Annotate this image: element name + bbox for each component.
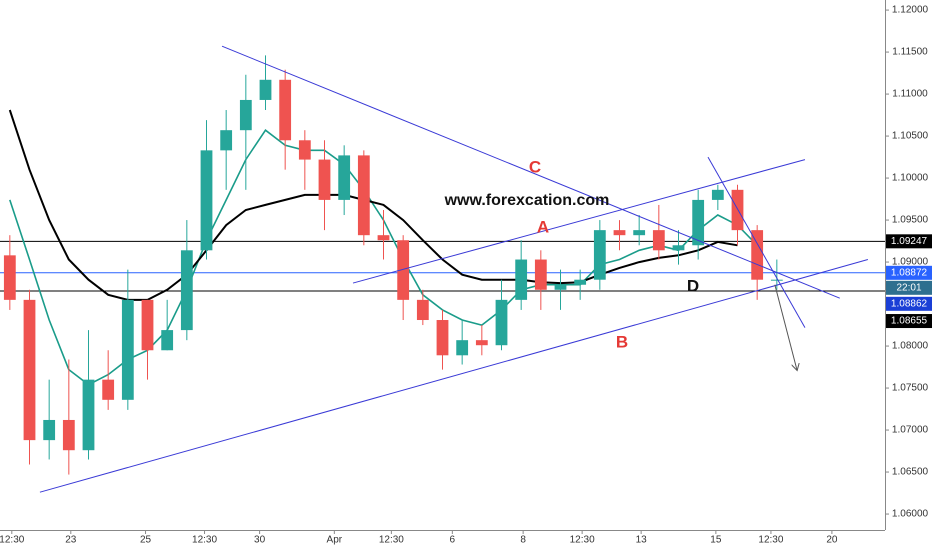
- watermark: www.forexcation.com: [444, 192, 610, 209]
- candle-body: [495, 299, 508, 346]
- candle-body: [692, 199, 705, 246]
- y-tick-label: 1.08000: [892, 341, 929, 352]
- candle-body: [475, 340, 488, 346]
- y-tick-label: 1.07000: [892, 425, 929, 436]
- candle-body: [357, 155, 370, 236]
- y-tick-label: 1.07500: [892, 383, 929, 394]
- level-tag-bg: [886, 314, 932, 329]
- annotation: B: [616, 332, 628, 351]
- candle-body: [436, 320, 449, 356]
- candle-body: [338, 155, 351, 200]
- candle-body: [554, 284, 567, 290]
- x-tick-label: 20: [826, 535, 838, 546]
- candle-body: [416, 299, 429, 321]
- y-tick-label: 1.12000: [892, 5, 929, 16]
- level-tag-bg: [886, 234, 932, 249]
- candle-body: [318, 159, 331, 200]
- candle-body: [200, 150, 213, 251]
- candle-body: [534, 259, 547, 290]
- candle-body: [711, 189, 724, 200]
- candle-body: [161, 330, 174, 351]
- level-tag: 1.09247: [891, 236, 928, 247]
- y-tick-label: 1.09000: [892, 257, 929, 268]
- candle-body: [121, 299, 134, 400]
- x-tick-label: Apr: [327, 535, 343, 546]
- candle-body: [672, 245, 685, 251]
- annotation: D: [687, 276, 699, 295]
- x-tick-label: 6: [450, 535, 456, 546]
- x-tick-label: 15: [710, 535, 722, 546]
- candle-body: [593, 230, 606, 280]
- candle-body: [43, 419, 56, 441]
- candle-body: [3, 255, 16, 300]
- level-tag-bg: [886, 265, 932, 280]
- x-tick-label: 25: [140, 535, 152, 546]
- candle-body: [259, 79, 272, 100]
- candle-body: [633, 230, 646, 236]
- annotation: C: [529, 157, 541, 176]
- trend-line: [221, 45, 840, 299]
- x-tick-label: 8: [520, 535, 526, 546]
- candle-body: [770, 279, 783, 281]
- x-tick-label: 12:30: [379, 535, 404, 546]
- x-tick-label: 23: [65, 535, 77, 546]
- candle-body: [652, 230, 665, 251]
- last-price-tag-bg: [886, 296, 932, 311]
- y-tick-label: 1.10500: [892, 131, 929, 142]
- candle-body: [613, 230, 626, 236]
- y-tick-label: 1.11000: [892, 89, 928, 100]
- x-tick-label: 12:30: [0, 535, 25, 546]
- candle-body: [82, 379, 95, 451]
- candle-body: [731, 189, 744, 231]
- candle-body: [574, 279, 587, 285]
- x-tick-label: 12:30: [570, 535, 595, 546]
- level-tag: 1.08872: [891, 267, 928, 278]
- last-price-tag: 1.08862: [891, 298, 928, 309]
- candle-body: [751, 230, 764, 280]
- x-tick-label: 30: [254, 535, 266, 546]
- trend-line: [774, 284, 797, 370]
- candle-body: [377, 235, 390, 241]
- y-tick-label: 1.09500: [892, 215, 929, 226]
- candle-body: [23, 299, 36, 441]
- trend-line: [39, 259, 869, 493]
- y-tick-label: 1.06500: [892, 467, 929, 478]
- y-tick-label: 1.10000: [892, 173, 929, 184]
- candle-body: [62, 419, 75, 451]
- x-tick-label: 13: [636, 535, 648, 546]
- trend-line: [707, 156, 806, 328]
- candle-body: [456, 340, 469, 356]
- y-tick-label: 1.06000: [892, 509, 929, 520]
- annotation: A: [537, 217, 549, 236]
- candle-body: [102, 379, 115, 400]
- candle-body: [397, 240, 410, 300]
- trend-line: [352, 159, 806, 284]
- candle-body: [220, 130, 233, 151]
- candle-body: [239, 99, 252, 131]
- candle-body: [180, 250, 193, 331]
- candle-body: [515, 259, 528, 300]
- y-tick-label: 1.11500: [892, 47, 928, 58]
- countdown-tag: 22:01: [896, 282, 921, 293]
- level-tag: 1.08655: [891, 316, 928, 327]
- candle-body: [279, 79, 292, 141]
- countdown-tag-bg: [886, 280, 932, 295]
- x-tick-label: 12:30: [758, 535, 783, 546]
- x-tick-label: 12:30: [192, 535, 217, 546]
- candle-body: [298, 140, 311, 160]
- candle-body: [141, 299, 154, 351]
